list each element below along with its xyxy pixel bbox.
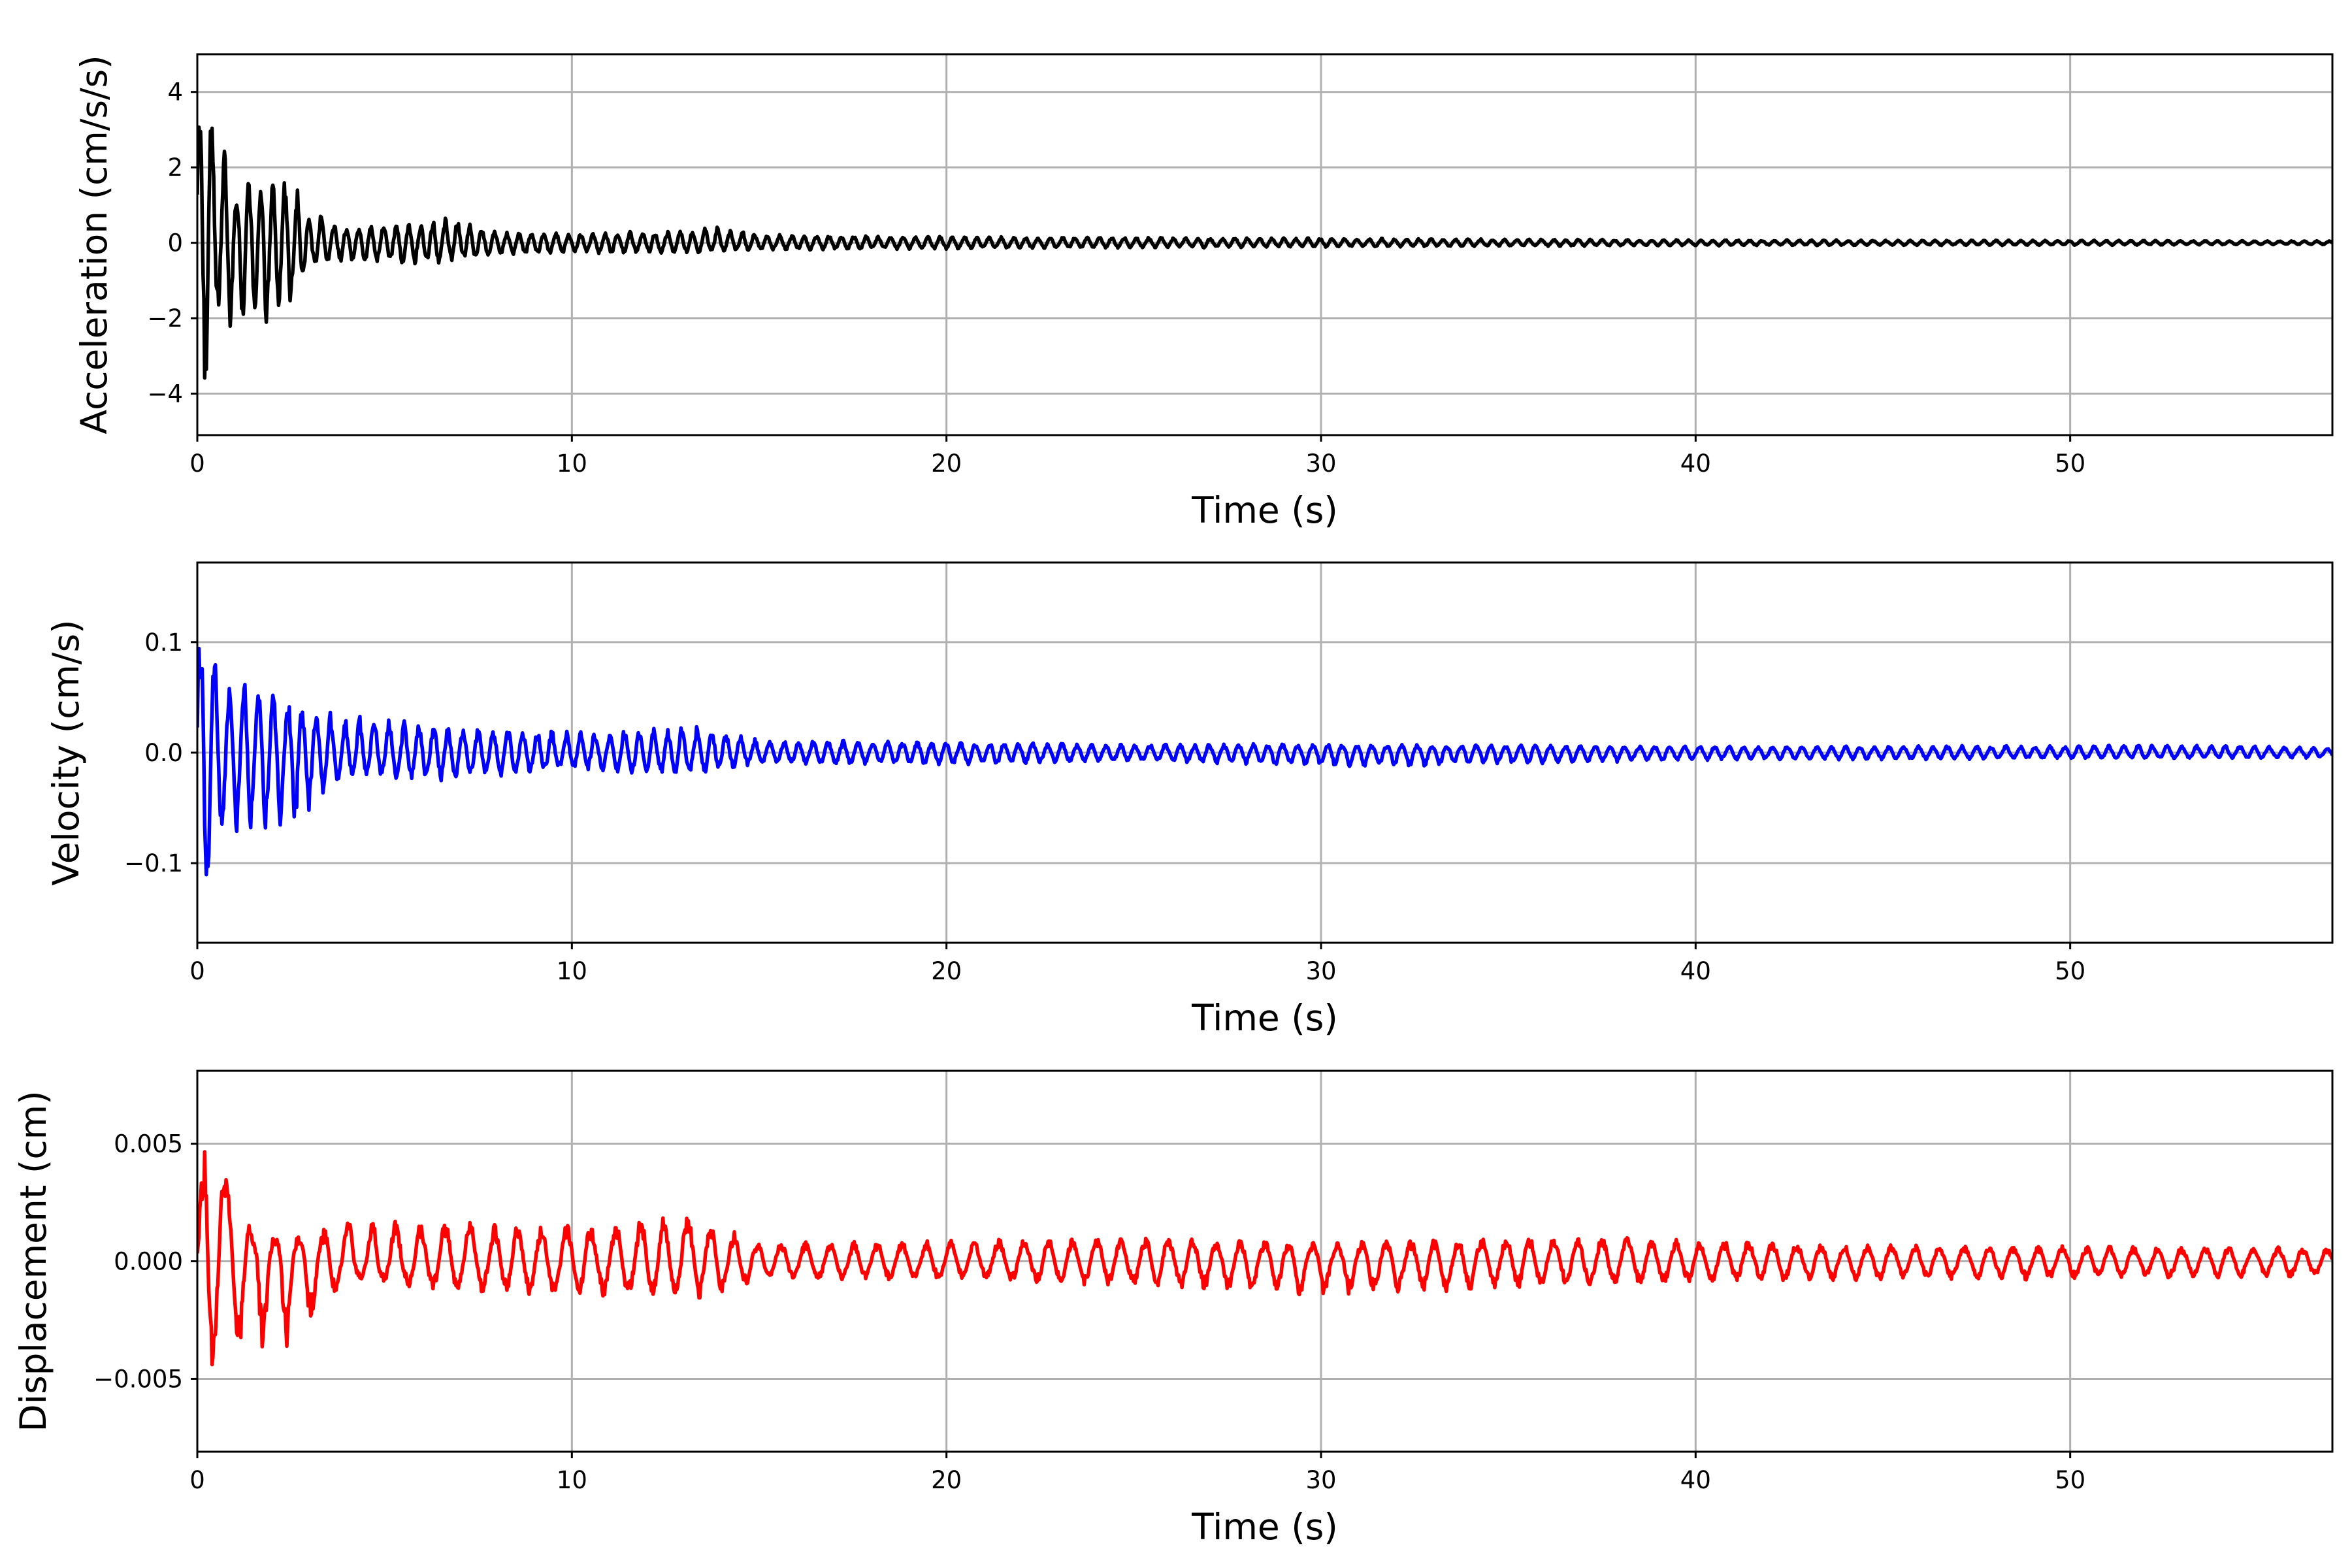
displacement-x-tick-label: 50: [2055, 1466, 2085, 1494]
velocity-series-line: [197, 646, 2332, 877]
acceleration-ticks: 0 10 20 30 40 50 −4 −2 0 2 4: [147, 78, 2085, 478]
velocity-ticks: 0 10 20 30 40 50 −0.1 0.0 0.1: [124, 629, 2085, 985]
displacement-x-axis-label: Time (s): [1191, 1506, 1338, 1548]
displacement-x-tick-label: 40: [1680, 1466, 1711, 1494]
velocity-trace-layer: [197, 646, 2332, 877]
displacement-x-tick-label: 0: [189, 1466, 205, 1494]
velocity-y-axis-label: Velocity (cm/s): [45, 619, 87, 885]
velocity-x-tick-label: 10: [557, 957, 587, 985]
displacement-x-tick-label: 30: [1305, 1466, 1336, 1494]
velocity-y-tick-label: 0.1: [144, 629, 183, 657]
displacement-ticks: 0 10 20 30 40 50 −0.005 0.000 0.005: [93, 1130, 2085, 1494]
acceleration-plot-frame: [196, 53, 2334, 436]
acceleration-x-tick-label: 20: [931, 449, 962, 478]
velocity-y-tick-label: 0.0: [144, 739, 183, 767]
acceleration-panel: 0 10 20 30 40 50 −4 −2 0 2 4 Acceleration (cm/s/s)…: [73, 53, 2334, 531]
velocity-x-tick-label: 20: [931, 957, 962, 985]
velocity-x-tick-label: 0: [189, 957, 205, 985]
displacement-trace-layer: [197, 1150, 2332, 1367]
acceleration-x-tick-label: 50: [2055, 449, 2085, 478]
acceleration-y-tick-label: 2: [167, 154, 183, 182]
velocity-x-tick-label: 30: [1305, 957, 1336, 985]
acceleration-y-axis-label: Acceleration (cm/s/s): [73, 55, 115, 434]
velocity-x-axis-label: Time (s): [1191, 997, 1338, 1039]
displacement-y-tick-label: 0.005: [114, 1130, 183, 1158]
displacement-grid: [196, 1071, 2332, 1452]
velocity-panel: 0 10 20 30 40 50 −0.1 0.0 0.1 Velocity (cm/s) Ti…: [45, 561, 2334, 1039]
displacement-x-tick-label: 20: [931, 1466, 962, 1494]
acceleration-x-tick-label: 40: [1680, 449, 1711, 478]
acceleration-x-tick-label: 10: [557, 449, 587, 478]
acceleration-y-tick-label: −2: [147, 304, 183, 333]
acceleration-y-tick-label: −4: [147, 380, 183, 408]
acceleration-y-tick-label: 4: [167, 78, 183, 106]
displacement-y-tick-label: 0.000: [114, 1248, 183, 1276]
displacement-y-tick-label: −0.005: [93, 1365, 183, 1393]
displacement-y-axis-label: Displacement (cm): [12, 1090, 54, 1431]
displacement-panel: 0 10 20 30 40 50 −0.005 0.000 0.005 Displacement…: [12, 1070, 2334, 1548]
velocity-x-tick-label: 40: [1680, 957, 1711, 985]
velocity-y-tick-label: −0.1: [124, 849, 183, 877]
displacement-x-tick-label: 10: [557, 1466, 587, 1494]
acceleration-x-tick-label: 0: [189, 449, 205, 478]
acceleration-series-line: [197, 125, 2332, 380]
displacement-series-line: [197, 1150, 2332, 1367]
acceleration-y-tick-label: 0: [167, 229, 183, 257]
acceleration-trace-layer: [197, 125, 2332, 380]
velocity-x-tick-label: 50: [2055, 957, 2085, 985]
acceleration-x-axis-label: Time (s): [1191, 489, 1338, 531]
acceleration-x-tick-label: 30: [1305, 449, 1336, 478]
